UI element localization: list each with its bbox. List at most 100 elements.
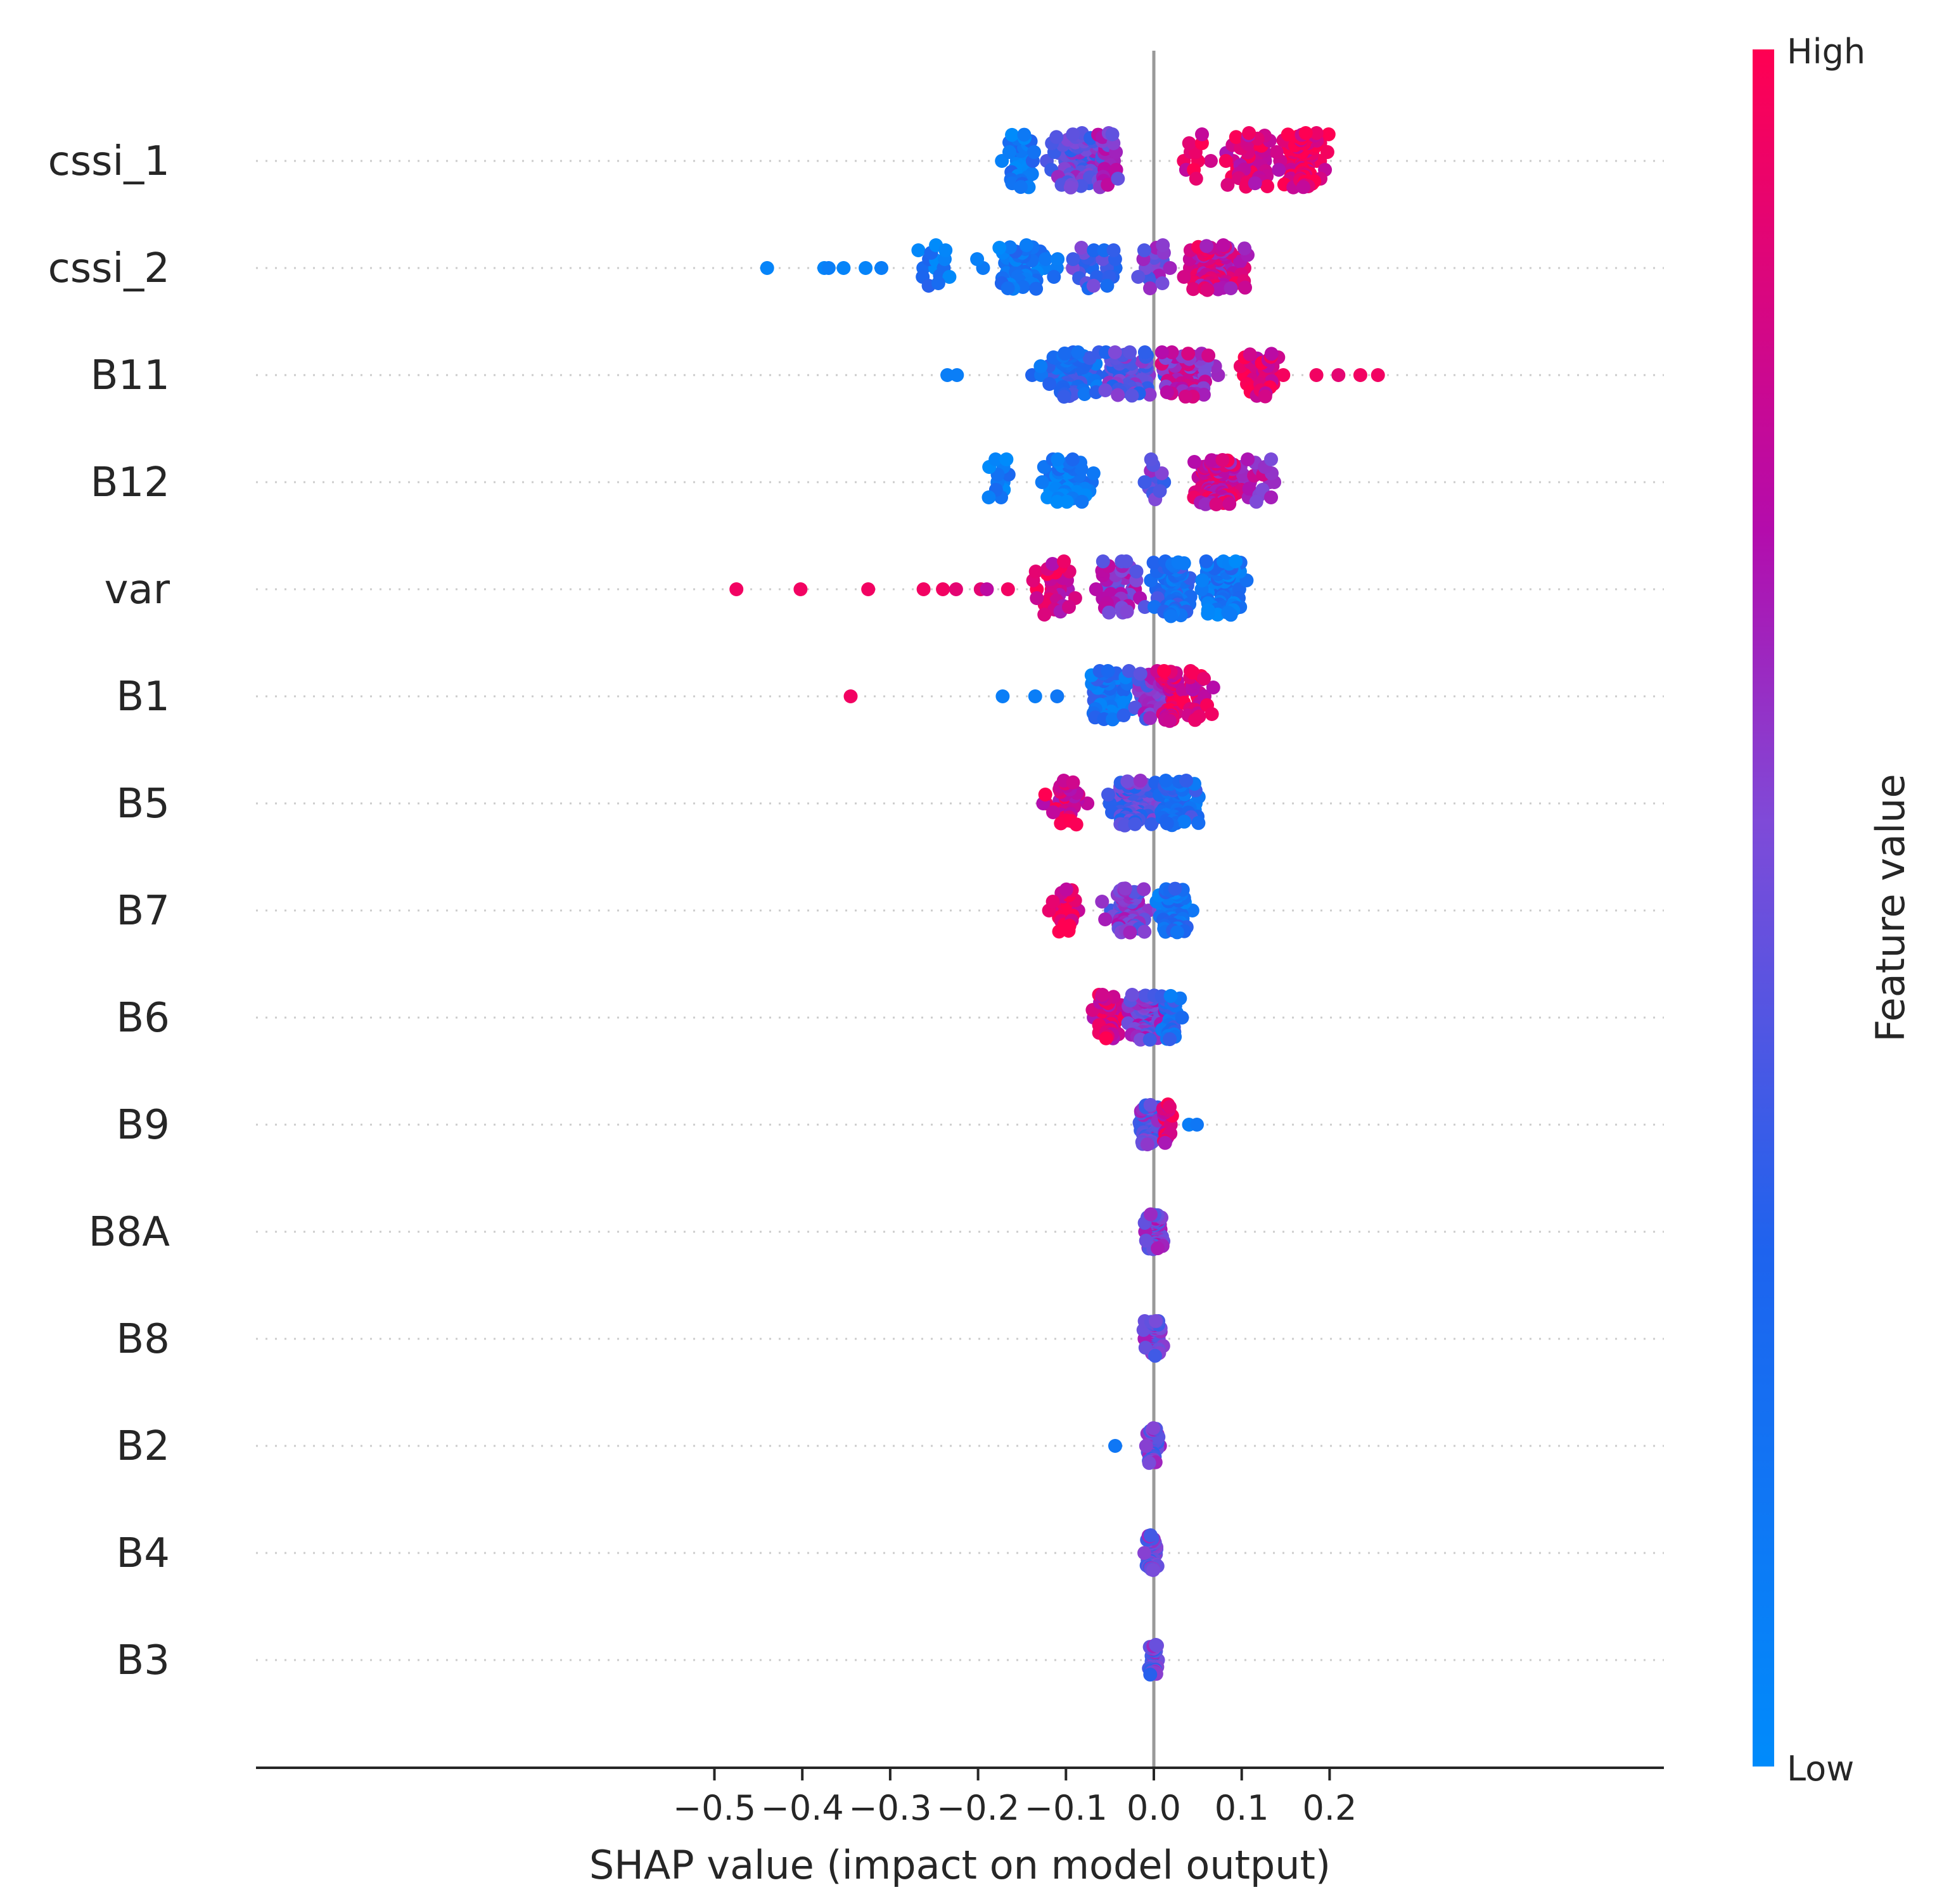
shap-point <box>1196 387 1211 402</box>
shap-point <box>1137 345 1152 359</box>
colorbar-title: Feature value <box>1867 774 1914 1042</box>
shap-point <box>1051 452 1065 466</box>
shap-point <box>1051 252 1065 266</box>
shap-point <box>1066 127 1080 142</box>
feature-label: B8A <box>89 1209 170 1256</box>
shap-point <box>1050 494 1064 509</box>
shap-point <box>1199 239 1214 253</box>
shap-point <box>1331 368 1346 382</box>
shap-point <box>1163 713 1177 728</box>
shap-point <box>1146 1563 1160 1577</box>
shap-point <box>1111 172 1125 186</box>
shap-point <box>1163 609 1178 623</box>
shap-point <box>1163 988 1178 1003</box>
x-tick-label: −0.4 <box>761 1788 844 1828</box>
shap-point <box>1050 689 1064 703</box>
shap-point <box>1133 667 1147 681</box>
shap-point <box>1199 554 1213 568</box>
shap-point <box>1190 1118 1204 1132</box>
shap-point <box>1142 1455 1156 1470</box>
shap-point <box>1272 163 1286 177</box>
shap-point <box>1017 127 1032 142</box>
shap-point <box>1098 912 1113 926</box>
shap-point <box>1086 466 1101 480</box>
x-axis-title: SHAP value (impact on model output) <box>589 1842 1331 1888</box>
shap-point <box>1063 180 1078 195</box>
shap-point <box>1143 1097 1158 1112</box>
shap-point <box>1168 881 1182 896</box>
shap-point <box>1215 453 1230 467</box>
shap-point <box>1177 270 1191 284</box>
shap-point <box>988 452 1003 466</box>
dots-layer <box>729 126 1385 1682</box>
shap-point <box>1108 345 1122 359</box>
shap-point <box>1039 252 1053 266</box>
shap-point <box>1057 390 1071 404</box>
shap-point <box>1128 817 1142 831</box>
shap-point <box>1000 582 1015 596</box>
shap-point <box>1105 127 1120 141</box>
shap-point <box>1100 279 1115 293</box>
shap-point <box>1237 241 1252 256</box>
shap-point <box>1045 557 1060 571</box>
feature-label: B9 <box>116 1102 170 1149</box>
shap-point <box>936 582 950 596</box>
shap-point <box>931 276 945 290</box>
shap-point <box>1061 924 1076 938</box>
shap-point <box>1074 241 1089 255</box>
feature-label: B7 <box>116 888 170 935</box>
shap-point <box>1298 126 1313 140</box>
shap-point <box>1137 882 1151 897</box>
shap-point <box>1146 556 1161 570</box>
shap-point <box>940 368 955 382</box>
x-tick-label: 0.2 <box>1302 1788 1357 1828</box>
feature-label: var <box>105 566 170 613</box>
x-axis: −0.5 −0.4 −0.3 −0.2 −0.1 0.0 0.1 0.2 <box>256 1767 1664 1828</box>
shap-point <box>1143 281 1157 295</box>
grid-lines <box>256 160 1664 1661</box>
shap-point <box>1158 1135 1172 1150</box>
shap-point <box>1058 346 1072 361</box>
shap-point <box>1188 713 1203 727</box>
shap-point <box>1170 925 1184 940</box>
shap-point <box>1119 554 1134 568</box>
shap-point <box>1163 261 1177 275</box>
shap-point <box>1137 475 1152 489</box>
shap-point <box>1157 664 1172 678</box>
shap-point <box>1143 1667 1158 1682</box>
shap-point <box>1133 774 1147 788</box>
shap-point <box>1137 600 1152 614</box>
colorbar-low-label: Low <box>1787 1749 1854 1789</box>
shap-point <box>1099 1031 1113 1045</box>
feature-label: B1 <box>116 674 170 720</box>
shap-point <box>1003 240 1017 255</box>
shap-point <box>1264 452 1278 466</box>
shap-point <box>1189 172 1203 186</box>
shap-point <box>1187 455 1201 469</box>
shap-point <box>843 689 858 703</box>
shap-point <box>1049 130 1064 144</box>
feature-label: B4 <box>116 1530 170 1577</box>
shap-point <box>1129 565 1144 578</box>
shap-point <box>1238 280 1252 295</box>
shap-point <box>1353 368 1367 382</box>
shap-point <box>1045 895 1060 909</box>
shap-point <box>1005 127 1020 142</box>
shap-point <box>995 689 1010 703</box>
shap-point <box>911 243 926 257</box>
shap-point <box>1229 554 1243 568</box>
shap-point <box>1309 126 1324 140</box>
shap-point <box>1102 605 1116 620</box>
shap-point <box>1059 882 1073 897</box>
shap-point <box>1095 988 1109 1002</box>
shap-point <box>1151 1241 1165 1256</box>
shap-point <box>992 241 1007 255</box>
shap-point <box>938 243 953 257</box>
shap-point <box>1106 712 1120 727</box>
shap-point <box>1182 136 1196 150</box>
shap-point <box>1137 924 1152 939</box>
feature-label: B5 <box>116 781 170 827</box>
shap-point <box>793 582 808 596</box>
feature-label: B3 <box>116 1637 170 1684</box>
shap-point <box>1027 145 1041 159</box>
